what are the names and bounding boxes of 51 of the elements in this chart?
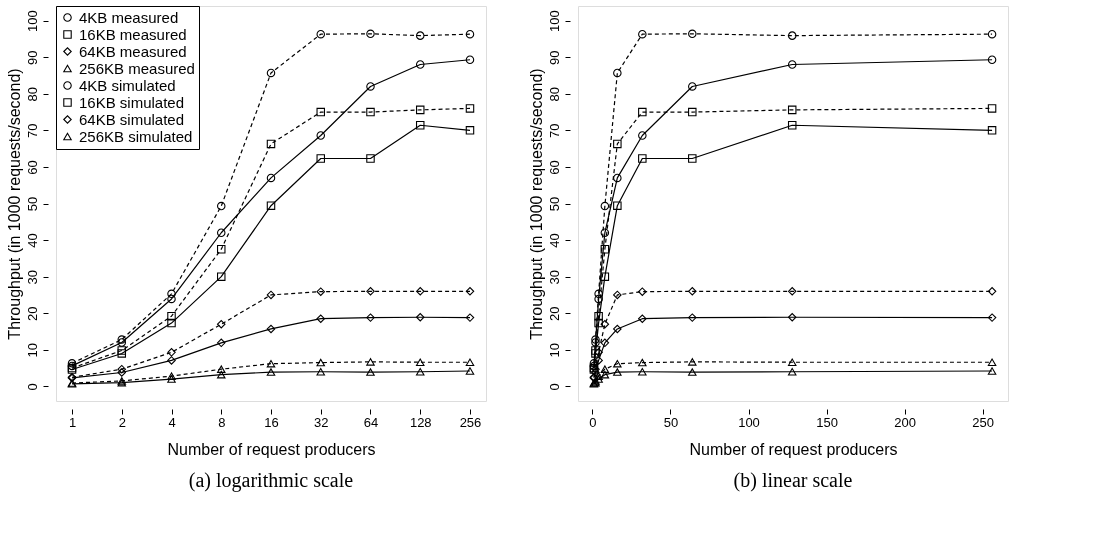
y-tick-label: 90 <box>546 50 562 65</box>
y-tick-label: 0 <box>546 383 562 391</box>
text: (a) logarithmic scale <box>188 469 354 492</box>
y-tick-label: 50 <box>24 196 40 212</box>
x-tick-label: 150 <box>816 414 838 430</box>
x-tick-label: 64 <box>363 414 379 430</box>
legend-label: 256KB simulated <box>79 127 193 145</box>
x-tick-label: 100 <box>738 414 760 430</box>
x-tick-label: 250 <box>972 414 995 430</box>
y-tick-label: 60 <box>24 160 40 175</box>
x-tick-label: 256 <box>459 414 482 430</box>
y-tick-label: 80 <box>24 87 40 102</box>
legend-label: 256KB measured <box>79 59 195 77</box>
y-tick-label: 100 <box>546 10 562 32</box>
y-tick-label: 20 <box>546 306 562 321</box>
y-tick-label: 70 <box>546 123 562 139</box>
x-tick-label: 200 <box>894 414 916 430</box>
legend-label: 64KB measured <box>79 42 187 60</box>
y-tick-label: 40 <box>24 233 40 248</box>
y-tick-label: 10 <box>24 343 40 358</box>
y-tick-label: 70 <box>24 123 40 139</box>
x-tick-label: 2 <box>118 414 126 430</box>
y-tick-label: 60 <box>546 160 562 175</box>
x-axis-title: Number of request producers <box>167 440 376 458</box>
x-axis-title: Number of request producers <box>689 440 898 458</box>
legend-label: 4KB simulated <box>79 76 176 94</box>
text: (b) linear scale <box>733 469 853 492</box>
x-tick-label: 1 <box>68 414 77 430</box>
y-tick-label: 40 <box>546 233 562 248</box>
y-tick-label: 10 <box>546 343 562 358</box>
y-axis-title: Throughput (in 1000 requests/second) <box>5 68 23 340</box>
x-tick-label: 8 <box>218 414 226 430</box>
y-tick-label: 30 <box>546 269 562 285</box>
x-tick-label: 0 <box>589 414 597 430</box>
x-tick-label: 4 <box>168 414 176 430</box>
y-tick-label: 0 <box>24 383 40 391</box>
y-tick-label: 20 <box>24 306 40 321</box>
legend-label: 16KB measured <box>79 25 187 43</box>
y-tick-label: 50 <box>546 196 562 212</box>
x-tick-label: 16 <box>264 414 279 430</box>
x-tick-label: 32 <box>314 414 329 430</box>
y-tick-label: 80 <box>546 87 562 102</box>
legend-label: 4KB measured <box>79 8 179 26</box>
y-tick-label: 100 <box>24 10 40 32</box>
x-tick-label: 50 <box>663 414 679 430</box>
y-axis-title: Throughput (in 1000 requests/second) <box>527 68 545 340</box>
y-tick-label: 30 <box>24 269 40 285</box>
x-tick-label: 128 <box>409 414 432 430</box>
legend-label: 16KB simulated <box>79 93 185 111</box>
legend-label: 64KB simulated <box>79 110 185 128</box>
y-tick-label: 90 <box>24 50 40 65</box>
